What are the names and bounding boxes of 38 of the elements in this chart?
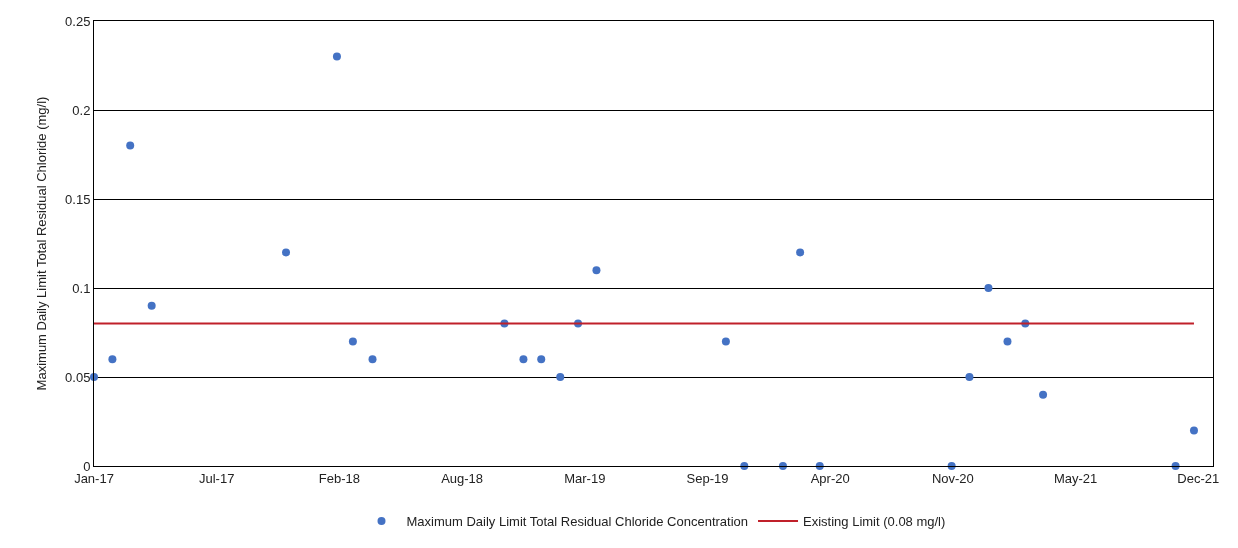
point: [368, 355, 377, 364]
x-tick-label: May-21: [1053, 470, 1098, 486]
legend-label: Maximum Daily Limit Total Residual Chloride Concentration: [406, 514, 749, 530]
y-axis-title: Maximum Daily Limit Total Residual Chloride (mg/l): [34, 96, 50, 391]
point: [984, 284, 993, 292]
point: [537, 355, 546, 364]
x-tick-label: Aug-18: [441, 470, 484, 486]
x-tick-label: Mar-19: [564, 470, 606, 486]
point: [1171, 462, 1180, 470]
point: [1039, 390, 1048, 399]
x-tick-label: Dec-21: [1177, 470, 1220, 486]
point: [721, 337, 730, 346]
x-tick-label: Jul-17: [198, 470, 235, 486]
point: [1189, 426, 1198, 435]
point: [592, 266, 601, 275]
point: [556, 373, 565, 381]
point: [126, 141, 135, 150]
point: [108, 355, 117, 364]
point: [815, 462, 824, 470]
point: [282, 248, 291, 257]
y-tick-label: 0.2: [72, 102, 91, 118]
x-tick-label: Nov-20: [931, 470, 974, 486]
point: [1003, 337, 1012, 346]
y-tick-label: 0.15: [65, 191, 91, 207]
legend-label: Existing Limit (0.08 mg/l): [803, 514, 946, 530]
y-tick-label: 0.25: [65, 13, 91, 29]
point: [947, 462, 956, 470]
point: [332, 52, 341, 61]
point: [348, 337, 357, 346]
point: [147, 301, 156, 310]
point: [519, 355, 528, 364]
x-tick-label: Feb-18: [318, 470, 360, 486]
y-tick-label: 0.1: [72, 280, 91, 296]
x-tick-label: Sep-19: [686, 470, 729, 486]
y-tick-label: 0.05: [65, 369, 91, 385]
x-tick-label: Apr-20: [810, 470, 850, 486]
point: [965, 373, 974, 381]
point: [796, 248, 805, 257]
